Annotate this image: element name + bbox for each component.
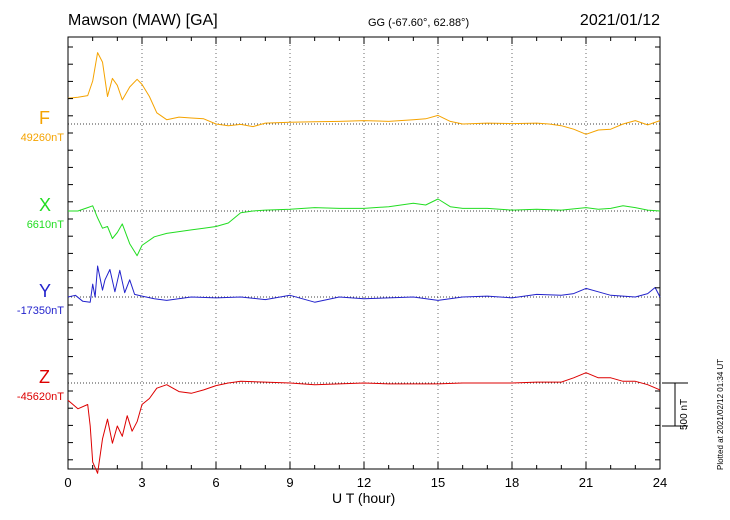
chart-grid bbox=[67, 36, 661, 470]
component-label-f: F bbox=[39, 108, 50, 128]
series-line-z bbox=[67, 372, 661, 474]
x-tick-label: 0 bbox=[64, 475, 71, 490]
baseline-value-z: -45620nT bbox=[16, 391, 64, 403]
scale-bar bbox=[662, 382, 688, 427]
chart-ticks: 0 3 6 9 12 15 18 21 24 bbox=[64, 37, 667, 490]
x-tick-label: 24 bbox=[653, 475, 667, 490]
station-coordinates: GG (-67.60°, 62.88°) bbox=[368, 17, 470, 29]
x-tick-label: 12 bbox=[357, 475, 371, 490]
component-label-x: X bbox=[39, 195, 52, 215]
scale-bar-label: 500 nT bbox=[679, 398, 690, 430]
plotted-timestamp: Plotted at 2021/02/12 01:34 UT bbox=[716, 358, 725, 470]
plot-date: 2021/01/12 bbox=[579, 12, 660, 29]
x-axis-label: U T (hour) bbox=[332, 490, 396, 506]
baseline-value-f: 49260nT bbox=[20, 132, 64, 144]
component-label-z: Z bbox=[39, 367, 50, 387]
series-line-x bbox=[68, 198, 661, 257]
x-tick-label: 9 bbox=[286, 475, 293, 490]
x-tick-label: 3 bbox=[138, 475, 145, 490]
x-tick-label: 18 bbox=[505, 475, 519, 490]
station-title: Mawson (MAW) [GA] bbox=[68, 12, 218, 29]
baseline-value-y: -17350nT bbox=[16, 305, 64, 317]
series-line-y bbox=[67, 265, 661, 303]
series-line-f bbox=[67, 52, 661, 135]
x-tick-label: 21 bbox=[579, 475, 593, 490]
component-label-y: Y bbox=[39, 281, 52, 301]
x-tick-label: 15 bbox=[431, 475, 445, 490]
x-tick-label: 6 bbox=[212, 475, 219, 490]
baseline-value-x: 6610nT bbox=[26, 219, 64, 231]
chart-series bbox=[67, 52, 661, 474]
